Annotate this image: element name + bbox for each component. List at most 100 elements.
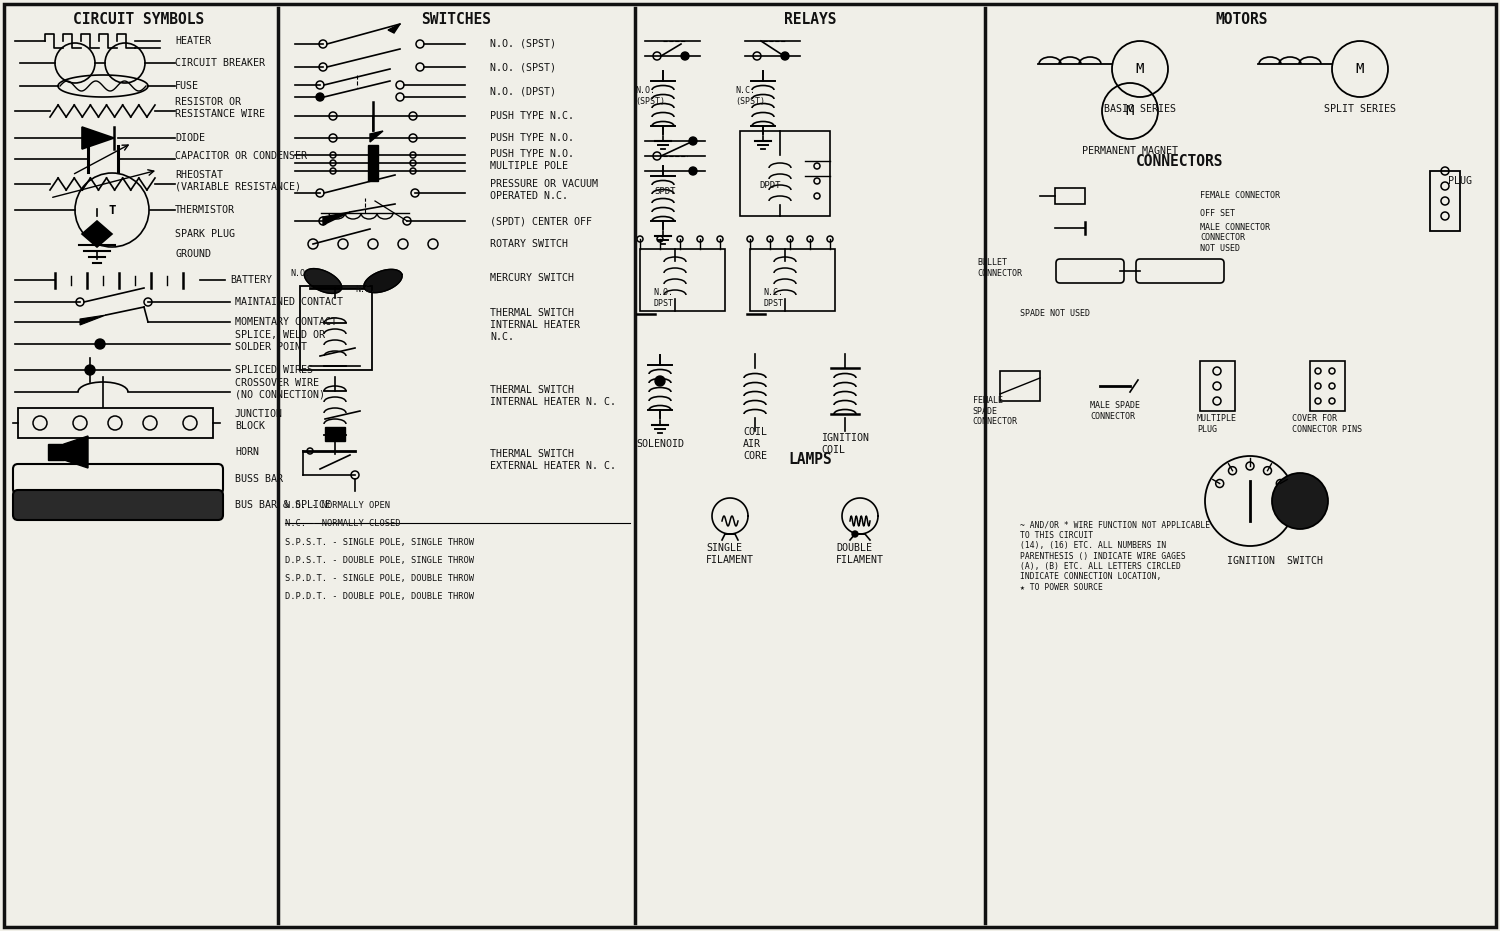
Text: GROUND: GROUND (176, 249, 211, 259)
Polygon shape (322, 212, 350, 225)
Text: MALE SPADE
CONNECTOR: MALE SPADE CONNECTOR (1090, 401, 1140, 421)
Bar (1054, 188, 1084, 204)
Text: LAMPS: LAMPS (788, 452, 832, 466)
Text: CIRCUIT BREAKER: CIRCUIT BREAKER (176, 58, 266, 68)
Text: T: T (108, 204, 116, 217)
Circle shape (852, 531, 858, 537)
Text: N.O.: N.O. (290, 268, 310, 277)
Circle shape (782, 52, 789, 60)
Circle shape (94, 339, 105, 349)
Text: DOUBLE
FILAMENT: DOUBLE FILAMENT (836, 543, 884, 565)
Text: CROSSOVER WIRE
(NO CONNECTION): CROSSOVER WIRE (NO CONNECTION) (236, 378, 326, 399)
Bar (48, 444, 64, 460)
Text: HEATER: HEATER (176, 36, 211, 46)
Text: MAINTAINED CONTACT: MAINTAINED CONTACT (236, 297, 344, 307)
Bar (1200, 361, 1234, 411)
Text: SPLICE, WELD OR
SOLDER POINT: SPLICE, WELD OR SOLDER POINT (236, 331, 326, 352)
Text: THERMAL SWITCH
INTERNAL HEATER
N.C.: THERMAL SWITCH INTERNAL HEATER N.C. (490, 308, 580, 342)
Text: RHEOSTAT
(VARIABLE RESISTANCE): RHEOSTAT (VARIABLE RESISTANCE) (176, 170, 302, 192)
Text: PLUG: PLUG (1448, 176, 1472, 186)
Text: BUS BAR & SPLICE: BUS BAR & SPLICE (236, 500, 332, 510)
Text: N.O. (SPST): N.O. (SPST) (490, 62, 556, 72)
Text: N.C.
(SPST): N.C. (SPST) (735, 87, 765, 106)
Text: IGNITION
COIL: IGNITION COIL (821, 433, 868, 455)
Text: PUSH TYPE N.C.: PUSH TYPE N.C. (490, 111, 574, 121)
Bar (368, 145, 378, 181)
Text: SPDT: SPDT (654, 186, 675, 196)
Polygon shape (370, 131, 382, 142)
Text: BULLET
CONNECTOR: BULLET CONNECTOR (978, 258, 1023, 277)
Text: DPDT: DPDT (759, 182, 780, 191)
Polygon shape (304, 269, 342, 293)
Circle shape (86, 365, 94, 375)
Text: FUSE: FUSE (176, 81, 200, 91)
Text: MOMENTARY CONTACT: MOMENTARY CONTACT (236, 317, 338, 327)
Text: D.P.S.T. - DOUBLE POLE, SINGLE THROW: D.P.S.T. - DOUBLE POLE, SINGLE THROW (285, 556, 474, 564)
Text: MULTIPLE
PLUG: MULTIPLE PLUG (1197, 414, 1237, 434)
Bar (18, 408, 213, 438)
FancyBboxPatch shape (13, 490, 223, 520)
Text: SOLENOID: SOLENOID (636, 439, 684, 449)
Text: CAPACITOR OR CONDENSER: CAPACITOR OR CONDENSER (176, 151, 308, 161)
Text: CONNECTORS: CONNECTORS (1137, 154, 1224, 169)
Text: N.O. (SPST): N.O. (SPST) (490, 39, 556, 49)
Text: OFF SET: OFF SET (1200, 209, 1234, 218)
Circle shape (688, 137, 698, 145)
Text: (SPDT) CENTER OFF: (SPDT) CENTER OFF (490, 216, 592, 226)
Text: FEMALE CONNECTOR: FEMALE CONNECTOR (1200, 192, 1280, 200)
Text: SPLICED WIRES: SPLICED WIRES (236, 365, 314, 375)
Text: SPADE NOT USED: SPADE NOT USED (1020, 308, 1090, 317)
Bar (300, 286, 372, 370)
Text: SWITCHES: SWITCHES (422, 11, 490, 26)
Polygon shape (364, 269, 402, 292)
Text: S.P.S.T. - SINGLE POLE, SINGLE THROW: S.P.S.T. - SINGLE POLE, SINGLE THROW (285, 537, 474, 546)
Text: COVER FOR
CONNECTOR PINS: COVER FOR CONNECTOR PINS (1292, 414, 1362, 434)
Bar (1310, 361, 1346, 411)
Text: ROTARY SWITCH: ROTARY SWITCH (490, 239, 568, 249)
Text: DIODE: DIODE (176, 133, 206, 143)
Text: N.O.
DPST: N.O. DPST (652, 289, 674, 308)
Text: M: M (1136, 62, 1144, 76)
Text: ~ AND/OR * WIRE FUNCTION NOT APPLICABLE
TO THIS CIRCUIT
(14), (16) ETC. ALL NUMB: ~ AND/OR * WIRE FUNCTION NOT APPLICABLE … (1020, 520, 1210, 592)
Text: CONNECTOR
NOT USED: CONNECTOR NOT USED (1200, 234, 1245, 252)
Text: SPLIT SERIES: SPLIT SERIES (1324, 104, 1396, 114)
Circle shape (681, 52, 688, 60)
Bar (740, 131, 830, 216)
Text: N.O. (DPST): N.O. (DPST) (490, 86, 556, 96)
Text: IGNITION  SWITCH: IGNITION SWITCH (1227, 556, 1323, 566)
Text: CIRCUIT SYMBOLS: CIRCUIT SYMBOLS (74, 11, 204, 26)
Text: RELAYS: RELAYS (783, 11, 837, 26)
Text: THERMAL SWITCH
INTERNAL HEATER N. C.: THERMAL SWITCH INTERNAL HEATER N. C. (490, 385, 616, 407)
Polygon shape (82, 221, 112, 247)
Bar (640, 249, 724, 311)
Circle shape (688, 167, 698, 175)
Text: HORN: HORN (236, 447, 260, 457)
Text: S.P.D.T. - SINGLE POLE, DOUBLE THROW: S.P.D.T. - SINGLE POLE, DOUBLE THROW (285, 573, 474, 583)
Text: JUNCTION
BLOCK: JUNCTION BLOCK (236, 410, 284, 431)
Bar (326, 427, 345, 441)
Polygon shape (80, 315, 106, 325)
Polygon shape (82, 127, 114, 149)
Text: PRESSURE OR VACUUM
OPERATED N.C.: PRESSURE OR VACUUM OPERATED N.C. (490, 179, 598, 201)
Text: M: M (1356, 62, 1364, 76)
Text: MERCURY SWITCH: MERCURY SWITCH (490, 273, 574, 283)
Text: PUSH TYPE N.O.
MULTIPLE POLE: PUSH TYPE N.O. MULTIPLE POLE (490, 149, 574, 170)
Polygon shape (388, 24, 400, 33)
Text: N.C. - NORMALLY CLOSED: N.C. - NORMALLY CLOSED (285, 519, 400, 529)
Text: BASIC SERIES: BASIC SERIES (1104, 104, 1176, 114)
Text: PUSH TYPE N.O.: PUSH TYPE N.O. (490, 133, 574, 143)
Text: BUSS BAR: BUSS BAR (236, 474, 284, 484)
Text: N.O.
(SPST): N.O. (SPST) (634, 87, 664, 106)
Text: D.P.D.T. - DOUBLE POLE, DOUBLE THROW: D.P.D.T. - DOUBLE POLE, DOUBLE THROW (285, 591, 474, 600)
Text: MOTORS: MOTORS (1215, 11, 1267, 26)
Bar (750, 249, 836, 311)
Text: SPARK PLUG: SPARK PLUG (176, 229, 236, 239)
Bar (1430, 171, 1460, 231)
Circle shape (656, 376, 664, 386)
Text: MALE CONNECTOR: MALE CONNECTOR (1200, 223, 1270, 233)
Circle shape (1272, 473, 1328, 529)
Text: FEMALE
SPADE
CONNECTOR: FEMALE SPADE CONNECTOR (972, 396, 1017, 425)
Text: PERMANENT MAGNET: PERMANENT MAGNET (1082, 146, 1178, 156)
Polygon shape (64, 436, 88, 468)
Text: BATTERY: BATTERY (230, 275, 272, 285)
